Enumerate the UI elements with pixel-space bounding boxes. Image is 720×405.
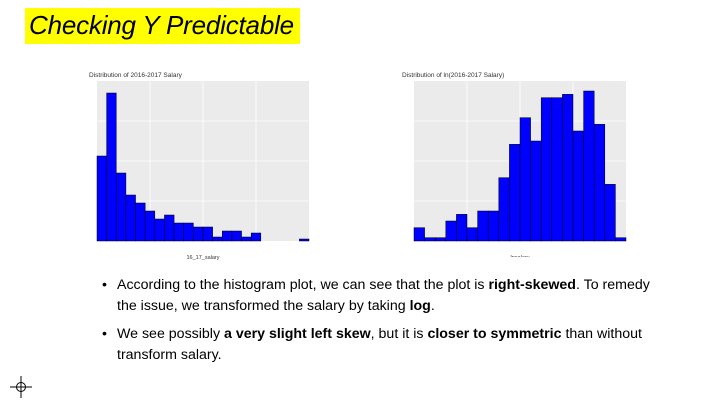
histogram-bar [519, 117, 531, 242]
histogram-bar [222, 230, 233, 242]
histogram-bar [241, 236, 252, 242]
bullet-dot: • [102, 277, 107, 293]
bullet-item: • According to the histogram plot, we ca… [102, 275, 662, 317]
bullet-run: than without transform salary. [117, 326, 642, 363]
histogram-bar [144, 210, 156, 242]
histogram-bar [583, 90, 595, 242]
salary-histogram: Distribution of 2016-2017 Salary 16_17_sa… [77, 67, 324, 264]
histogram-bar [466, 227, 478, 242]
bullet-emphasis: log [409, 298, 431, 314]
histogram-bar [593, 124, 606, 242]
histogram-bar [250, 232, 262, 242]
bullet-emphasis: closer to symmetric [427, 326, 562, 342]
histogram-bar [498, 177, 510, 242]
histogram-bar [116, 172, 127, 242]
histogram-bar [487, 210, 500, 242]
histogram-bar [299, 238, 310, 242]
chart-title: Distribution of 2016-2017 Salary [89, 72, 183, 79]
log-salary-histogram: Distribution of ln(2016-2017 Salary) lnsa… [390, 67, 638, 257]
x-axis-label: lnsalary [511, 255, 530, 257]
histogram-bar [231, 230, 242, 242]
histogram-bar [445, 220, 457, 242]
histogram-bar [456, 214, 468, 242]
bullet-list: • According to the histogram plot, we ca… [102, 275, 662, 373]
histogram-bar [154, 218, 165, 242]
histogram-bar [615, 237, 627, 242]
histogram-bar [164, 214, 175, 242]
histogram-bar [530, 140, 542, 242]
bullet-run: . [430, 298, 435, 314]
log-salary-histogram-svg: Distribution of ln(2016-2017 Salary) lnsa… [402, 72, 627, 257]
bullet-text: According to the histogram plot, we can … [117, 277, 650, 314]
histogram-bar [477, 210, 489, 242]
salary-histogram-svg: Distribution of 2016-2017 Salary 16_17_sa… [89, 72, 310, 261]
bullet-text: We see possibly a very slight left skew,… [117, 326, 642, 363]
histogram-bar [125, 194, 136, 242]
histogram-bar [96, 155, 107, 242]
bullet-run: According to the histogram plot, we can … [117, 277, 489, 293]
histogram-bar [413, 227, 425, 242]
bullet-run: . To remedy the issue, we transformed th… [117, 277, 650, 314]
bullet-run: , but it is [370, 326, 428, 342]
bullet-dot: • [102, 326, 107, 342]
histogram-bar [562, 94, 574, 242]
histogram-bar [551, 97, 563, 242]
crosshair-icon [10, 376, 32, 398]
histogram-bar [106, 92, 117, 242]
histogram-bar [434, 237, 447, 242]
bullet-run: We see possibly [117, 326, 224, 342]
bullet-emphasis: a very slight left skew [223, 326, 371, 342]
histogram-bar [202, 226, 213, 242]
histogram-bar [509, 144, 521, 242]
bullet-item: • We see possibly a very slight left ske… [102, 324, 662, 366]
histogram-bar [540, 97, 553, 242]
chart-title: Distribution of ln(2016-2017 Salary) [402, 72, 504, 79]
slide-title: Checking Y Predictable [29, 10, 294, 40]
histogram-bar [183, 222, 194, 242]
histogram-bar [212, 236, 223, 242]
x-axis-label: 16_17_salary [186, 255, 219, 261]
histogram-bar [572, 130, 584, 242]
slide-title-highlight: Checking Y Predictable [25, 8, 300, 44]
histogram-bar [193, 226, 204, 242]
bullet-emphasis: right-skewed [488, 277, 576, 293]
histogram-bar [135, 202, 146, 242]
histogram-bar [173, 222, 184, 242]
histogram-bar [604, 184, 616, 242]
histogram-bar [424, 237, 436, 242]
